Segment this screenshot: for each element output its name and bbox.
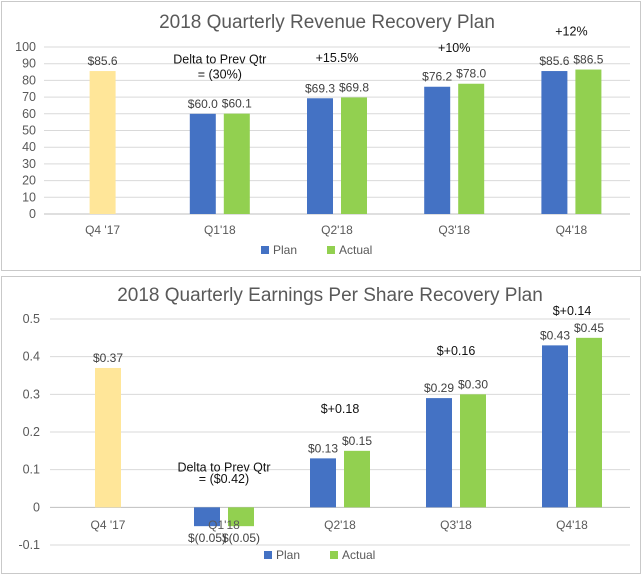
eps-bar-plan	[542, 345, 568, 508]
eps-baseline-bar	[95, 367, 121, 508]
revenue-y-tick-label: 10	[22, 190, 36, 204]
revenue-chart: 2018 Quarterly Revenue Recovery Plan 100…	[15, 12, 630, 257]
eps-y-tick-label: 0.4	[23, 350, 40, 364]
eps-bar-actual	[576, 337, 602, 508]
eps-y-tick-label: 0	[33, 500, 40, 514]
eps-category-label: Q2'18	[324, 518, 356, 532]
revenue-y-tick-label: 80	[22, 73, 36, 87]
revenue-data-label-actual: $60.1	[222, 97, 252, 111]
eps-bar-plan	[310, 458, 336, 508]
revenue-y-tick-label: 100	[15, 40, 36, 54]
revenue-baseline-label: $85.6	[88, 54, 118, 68]
revenue-category-label: Q4'18	[556, 223, 588, 237]
eps-y-tick-label: 0.2	[23, 425, 40, 439]
revenue-y-tick-label: 0	[29, 207, 36, 221]
eps-annotation: $+0.16	[437, 344, 476, 358]
revenue-data-label-actual: $78.0	[456, 67, 486, 81]
revenue-y-tick-label: 70	[22, 90, 36, 104]
eps-chart-panel: 2018 Quarterly Earnings Per Share Recove…	[1, 276, 641, 574]
eps-annotation: $+0.18	[321, 402, 360, 416]
eps-legend-swatch-plan	[264, 551, 272, 559]
eps-bar-plan	[194, 507, 220, 527]
revenue-category-label: Q3'18	[438, 223, 470, 237]
eps-category-label: Q3'18	[440, 518, 472, 532]
revenue-y-tick-label: 60	[22, 107, 36, 121]
revenue-data-label-plan: $76.2	[422, 70, 452, 84]
eps-y-tick-label: 0.3	[23, 387, 40, 401]
eps-data-label-actual: $0.45	[574, 321, 604, 335]
eps-data-label-plan: $0.43	[540, 328, 570, 342]
revenue-y-tick-label: 30	[22, 157, 36, 171]
revenue-annotation: +10%	[438, 41, 470, 55]
revenue-y-tick-label: 40	[22, 140, 36, 154]
eps-annotation: $+0.14	[553, 304, 592, 318]
revenue-data-label-plan: $85.6	[539, 54, 569, 68]
revenue-legend-label-plan: Plan	[273, 243, 297, 257]
eps-annotation: Delta to Prev Qtr	[177, 461, 270, 475]
eps-legend-swatch-actual	[330, 551, 338, 559]
eps-bar-actual	[228, 507, 254, 527]
eps-data-label-actual: $0.15	[342, 434, 372, 448]
eps-bar-actual	[460, 394, 486, 508]
revenue-legend-swatch-plan	[261, 246, 269, 254]
revenue-data-label-plan: $69.3	[305, 81, 335, 95]
revenue-y-tick-label: 20	[22, 174, 36, 188]
eps-category-label: Q1'18	[208, 518, 240, 532]
revenue-annotation: +15.5%	[316, 51, 359, 65]
revenue-bar-actual	[223, 113, 250, 214]
eps-legend-label-actual: Actual	[342, 548, 375, 562]
revenue-chart-panel: 2018 Quarterly Revenue Recovery Plan 100…	[1, 1, 641, 271]
eps-category-label: Q4'18	[556, 518, 588, 532]
eps-chart-title: 2018 Quarterly Earnings Per Share Recove…	[117, 285, 543, 306]
eps-bar-plan	[426, 398, 452, 508]
revenue-category-label: Q2'18	[321, 223, 353, 237]
eps-category-label: Q4 '17	[91, 518, 126, 532]
eps-y-tick-label: 0.5	[23, 312, 40, 326]
revenue-legend-label-actual: Actual	[339, 243, 372, 257]
revenue-bar-actual	[458, 83, 485, 215]
eps-y-tick-label: -0.1	[18, 538, 40, 552]
eps-data-label-actual: $0.30	[458, 377, 488, 391]
revenue-annotation: +12%	[555, 24, 587, 38]
eps-annotation: = ($0.42)	[199, 472, 249, 486]
revenue-data-label-actual: $69.8	[339, 80, 369, 94]
revenue-data-label-plan: $60.0	[188, 97, 218, 111]
eps-data-label-plan: $(0.05)	[188, 531, 226, 545]
revenue-y-tick-label: 90	[22, 57, 36, 71]
revenue-annotation: = (30%)	[198, 68, 242, 82]
eps-legend-label-plan: Plan	[276, 548, 300, 562]
revenue-annotation: Delta to Prev Qtr	[173, 53, 266, 67]
revenue-baseline-bar	[89, 71, 116, 214]
eps-data-label-plan: $0.13	[308, 441, 338, 455]
eps-data-label-actual: $(0.05)	[222, 531, 260, 545]
eps-baseline-label: $0.37	[93, 351, 123, 365]
revenue-bar-actual	[341, 97, 367, 214]
eps-data-label-plan: $0.29	[424, 381, 454, 395]
revenue-bar-actual	[575, 69, 602, 214]
eps-bar-actual	[344, 450, 370, 508]
revenue-bar-plan	[541, 71, 568, 214]
revenue-data-label-actual: $86.5	[573, 53, 603, 67]
revenue-chart-title: 2018 Quarterly Revenue Recovery Plan	[159, 12, 495, 33]
revenue-y-tick-label: 50	[22, 124, 36, 138]
eps-chart: 2018 Quarterly Earnings Per Share Recove…	[18, 285, 630, 562]
revenue-bar-plan	[307, 98, 333, 214]
revenue-bar-plan	[189, 113, 216, 214]
revenue-category-label: Q4 '17	[85, 223, 120, 237]
revenue-bar-plan	[424, 86, 451, 214]
revenue-category-label: Q1'18	[204, 223, 236, 237]
revenue-legend-swatch-actual	[327, 246, 335, 254]
eps-y-tick-label: 0.1	[23, 463, 40, 477]
